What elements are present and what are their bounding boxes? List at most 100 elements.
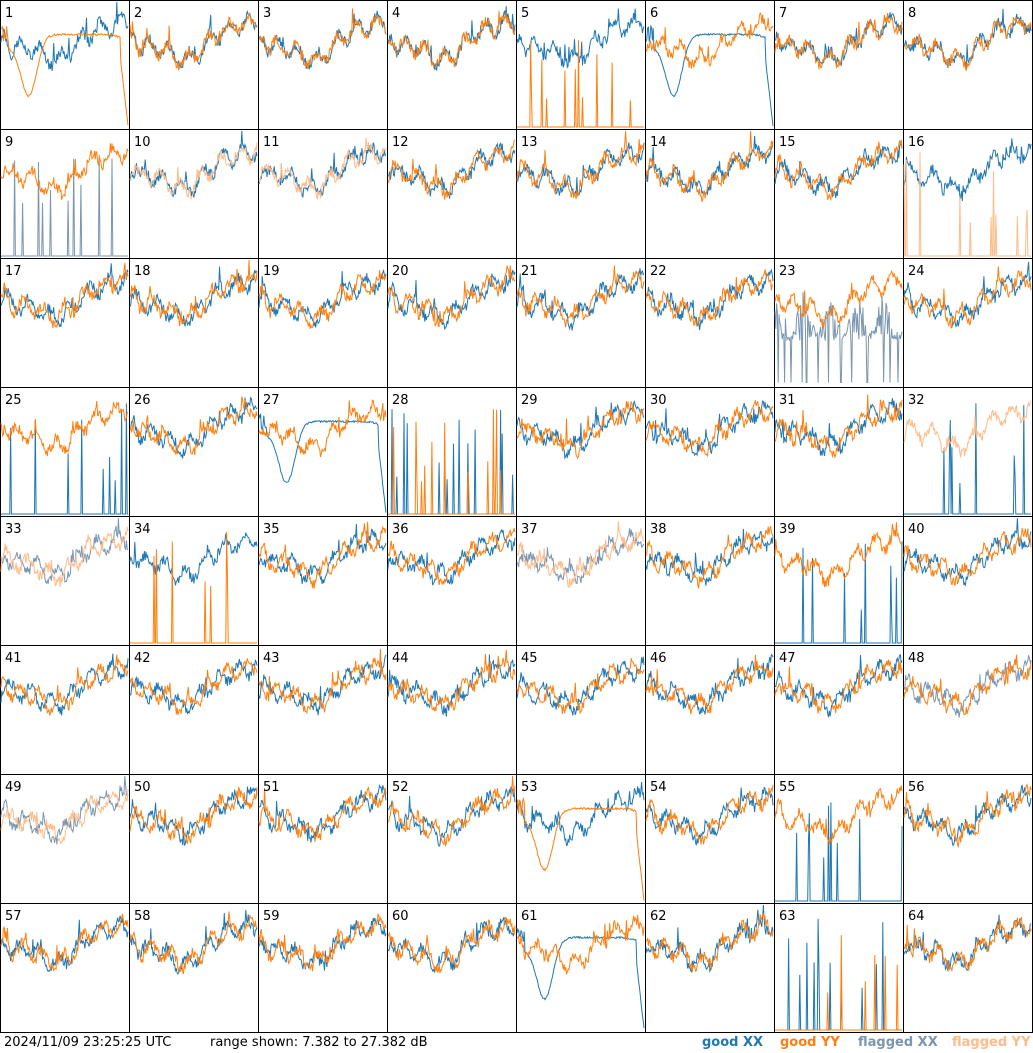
panel-11: 11 — [258, 129, 388, 259]
panel-30: 30 — [645, 387, 775, 517]
panel-29: 29 — [516, 387, 646, 517]
panel-21: 21 — [516, 258, 646, 388]
panel-label: 37 — [521, 522, 538, 537]
series-yy — [387, 139, 516, 200]
panel-label: 59 — [263, 909, 280, 924]
series-xx — [0, 1, 129, 71]
panel-label: 30 — [650, 393, 667, 408]
panel-label: 6 — [650, 6, 658, 21]
series-xx — [775, 541, 903, 644]
series-yy — [258, 648, 387, 715]
panel-32: 32 — [903, 387, 1033, 517]
panel-label: 55 — [779, 780, 796, 795]
panel-label: 32 — [908, 393, 925, 408]
series-yy — [388, 409, 515, 515]
panel-14: 14 — [645, 129, 775, 259]
series-yy — [645, 400, 774, 458]
series-xx — [0, 263, 129, 328]
legend-good-yy: good YY — [780, 1035, 840, 1050]
panel-2: 2 — [129, 0, 259, 130]
panel-label: 49 — [5, 780, 22, 795]
series-xx — [645, 786, 774, 846]
panel-46: 46 — [645, 645, 775, 775]
series-yy — [258, 270, 387, 329]
panel-61: 61 — [516, 903, 646, 1033]
series-xx — [516, 268, 645, 331]
panel-38: 38 — [645, 516, 775, 646]
panel-label: 10 — [134, 135, 151, 150]
series-xx — [258, 10, 387, 70]
panel-20: 20 — [387, 258, 517, 388]
panel-42: 42 — [129, 645, 259, 775]
series-yy — [645, 784, 774, 845]
series-yy — [0, 654, 129, 716]
series-yy — [645, 526, 774, 589]
panel-54: 54 — [645, 774, 775, 904]
legend-good-xx: good XX — [702, 1035, 764, 1050]
series-yy — [0, 913, 129, 972]
series-xx — [258, 413, 387, 513]
series-yy — [0, 143, 129, 200]
panel-label: 8 — [908, 6, 916, 21]
panel-label: 52 — [392, 780, 409, 795]
series-yy — [516, 914, 645, 975]
legend-flagged-yy: flagged YY — [952, 1035, 1031, 1050]
panel-label: 40 — [908, 522, 925, 537]
series-xx — [645, 24, 774, 126]
panel-label: 46 — [650, 651, 667, 666]
panel-41: 41 — [0, 645, 130, 775]
series-xx — [129, 396, 258, 459]
panel-label: 54 — [650, 780, 667, 795]
series-xx — [645, 653, 774, 715]
panel-label: 24 — [908, 264, 925, 279]
panel-label: 58 — [134, 909, 151, 924]
panel-label: 50 — [134, 780, 151, 795]
series-yy — [0, 789, 129, 845]
panel-51: 51 — [258, 774, 388, 904]
panel-label: 14 — [650, 135, 667, 150]
panel-label: 26 — [134, 393, 151, 408]
series-xx — [129, 532, 258, 586]
series-yy — [258, 521, 387, 589]
panel-label: 13 — [521, 135, 538, 150]
panel-label: 34 — [134, 522, 151, 537]
series-yy — [129, 11, 258, 71]
panel-4: 4 — [387, 0, 517, 130]
series-yy — [0, 262, 129, 329]
series-yy — [130, 531, 257, 644]
panel-label: 12 — [392, 135, 409, 150]
panel-27: 27 — [258, 387, 388, 517]
panel-57: 57 — [0, 903, 130, 1033]
panel-62: 62 — [645, 903, 775, 1033]
series-xx — [516, 142, 645, 198]
panel-label: 4 — [392, 6, 400, 21]
series-yy — [903, 266, 1032, 329]
series-xx — [516, 8, 645, 69]
panel-label: 48 — [908, 651, 925, 666]
panel-40: 40 — [903, 516, 1033, 646]
panel-13: 13 — [516, 129, 646, 259]
panel-label: 22 — [650, 264, 667, 279]
panel-label: 44 — [392, 651, 409, 666]
series-xx — [516, 927, 645, 1028]
series-yy — [516, 265, 645, 328]
series-yy — [516, 521, 645, 589]
panel-15: 15 — [774, 129, 904, 259]
panel-label: 28 — [392, 393, 409, 408]
panel-label: 7 — [779, 6, 787, 21]
panel-label: 18 — [134, 264, 151, 279]
series-xx — [258, 523, 387, 585]
panel-35: 35 — [258, 516, 388, 646]
panel-24: 24 — [903, 258, 1033, 388]
series-yy — [129, 259, 258, 327]
series-yy — [258, 137, 387, 200]
panel-43: 43 — [258, 645, 388, 775]
panel-label: 38 — [650, 522, 667, 537]
series-yy — [0, 25, 129, 126]
series-yy — [129, 911, 258, 975]
panel-label: 39 — [779, 522, 796, 537]
series-yy — [645, 11, 774, 69]
panel-56: 56 — [903, 774, 1033, 904]
panel-33: 33 — [0, 516, 130, 646]
